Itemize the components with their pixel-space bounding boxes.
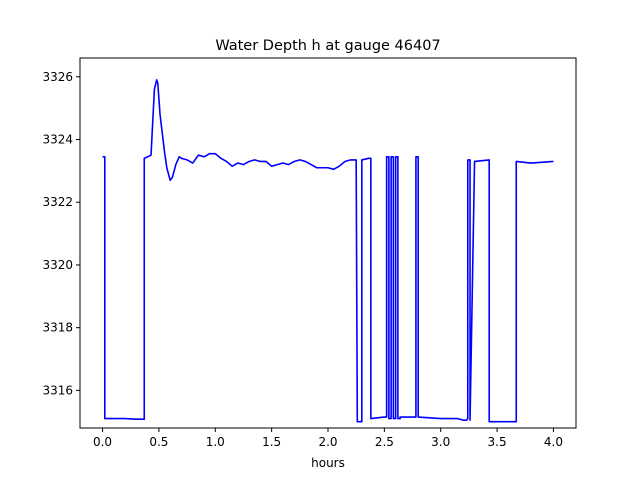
series-layer — [102, 79, 554, 423]
x-tick-label: 0.5 — [149, 435, 168, 449]
x-tick-label: 1.0 — [206, 435, 225, 449]
y-tick-label: 3320 — [42, 258, 73, 272]
x-axis-ticks: 0.0 0.5 1.0 1.5 2.0 2.5 3.0 3.5 4.0 — [93, 428, 563, 449]
x-tick-label: 2.0 — [318, 435, 337, 449]
series-line-0 — [102, 79, 554, 423]
x-axis-label: hours — [311, 456, 345, 470]
x-tick-label: 3.0 — [431, 435, 450, 449]
y-tick-label: 3326 — [42, 70, 73, 84]
chart-title: Water Depth h at gauge 46407 — [215, 38, 440, 54]
y-tick-label: 3324 — [42, 133, 73, 147]
y-axis-ticks: 3316 3318 3320 3322 3324 3326 — [42, 70, 80, 397]
x-tick-label: 3.5 — [488, 435, 507, 449]
x-tick-label: 2.5 — [375, 435, 394, 449]
x-tick-label: 1.5 — [262, 435, 281, 449]
x-tick-label: 0.0 — [93, 435, 112, 449]
y-tick-label: 3316 — [42, 383, 73, 397]
x-tick-label: 4.0 — [544, 435, 563, 449]
y-tick-label: 3322 — [42, 195, 73, 209]
y-tick-label: 3318 — [42, 321, 73, 335]
